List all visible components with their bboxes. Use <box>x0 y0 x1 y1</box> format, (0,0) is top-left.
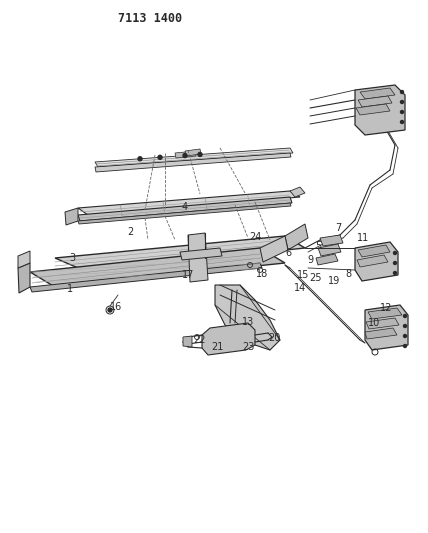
Text: 18: 18 <box>256 269 268 279</box>
Polygon shape <box>355 242 398 281</box>
Text: 2: 2 <box>127 227 133 237</box>
Polygon shape <box>188 233 208 282</box>
Circle shape <box>401 91 404 93</box>
Polygon shape <box>365 305 408 350</box>
Polygon shape <box>320 235 343 246</box>
Polygon shape <box>366 318 399 329</box>
Circle shape <box>198 152 202 157</box>
Circle shape <box>401 101 404 103</box>
Polygon shape <box>55 236 305 271</box>
Polygon shape <box>202 323 255 355</box>
Circle shape <box>393 252 396 254</box>
Polygon shape <box>95 153 291 172</box>
Polygon shape <box>285 224 308 250</box>
Circle shape <box>393 262 396 264</box>
Text: 21: 21 <box>211 342 223 352</box>
Polygon shape <box>358 245 390 257</box>
Text: 10: 10 <box>368 318 380 328</box>
Circle shape <box>404 325 407 327</box>
Circle shape <box>108 308 112 312</box>
Polygon shape <box>18 263 30 293</box>
Polygon shape <box>65 208 78 225</box>
Text: 7113 1400: 7113 1400 <box>118 12 182 25</box>
Text: 9: 9 <box>307 255 313 265</box>
Text: 7: 7 <box>335 223 341 233</box>
Text: 1: 1 <box>67 284 73 294</box>
Polygon shape <box>215 285 280 350</box>
Polygon shape <box>78 203 291 224</box>
Text: 16: 16 <box>110 302 122 312</box>
Text: 25: 25 <box>310 273 322 283</box>
Polygon shape <box>183 336 192 347</box>
Text: 11: 11 <box>357 233 369 243</box>
Polygon shape <box>185 149 201 156</box>
Circle shape <box>404 314 407 318</box>
Text: 24: 24 <box>249 232 261 242</box>
Polygon shape <box>78 197 292 221</box>
Polygon shape <box>365 328 397 339</box>
Text: 15: 15 <box>297 270 309 280</box>
Polygon shape <box>175 151 196 158</box>
Circle shape <box>158 155 162 159</box>
Text: 13: 13 <box>242 317 254 327</box>
Text: 4: 4 <box>182 202 188 212</box>
Circle shape <box>401 110 404 114</box>
Polygon shape <box>95 148 293 167</box>
Text: 20: 20 <box>268 333 280 343</box>
Polygon shape <box>318 244 341 256</box>
Polygon shape <box>316 254 338 265</box>
Circle shape <box>393 271 396 274</box>
Polygon shape <box>78 191 300 215</box>
Polygon shape <box>290 187 305 197</box>
Text: 8: 8 <box>345 269 351 279</box>
Circle shape <box>138 157 142 161</box>
Text: 6: 6 <box>285 248 291 258</box>
Polygon shape <box>180 248 222 260</box>
Polygon shape <box>357 255 388 267</box>
Text: 3: 3 <box>69 253 75 263</box>
Polygon shape <box>368 308 402 319</box>
Polygon shape <box>30 263 262 292</box>
Text: 22: 22 <box>194 335 206 345</box>
Text: 14: 14 <box>294 283 306 293</box>
Polygon shape <box>356 104 390 115</box>
Circle shape <box>404 335 407 337</box>
Polygon shape <box>360 88 395 99</box>
Circle shape <box>183 154 187 158</box>
Polygon shape <box>30 248 285 287</box>
Polygon shape <box>355 85 405 135</box>
Circle shape <box>404 344 407 348</box>
Polygon shape <box>358 96 392 107</box>
Text: 12: 12 <box>380 303 392 313</box>
Circle shape <box>401 120 404 124</box>
Polygon shape <box>260 236 288 262</box>
Text: 19: 19 <box>328 276 340 286</box>
Text: 23: 23 <box>242 342 254 352</box>
Text: 17: 17 <box>182 270 194 280</box>
Polygon shape <box>18 251 30 268</box>
Text: 5: 5 <box>315 241 321 251</box>
